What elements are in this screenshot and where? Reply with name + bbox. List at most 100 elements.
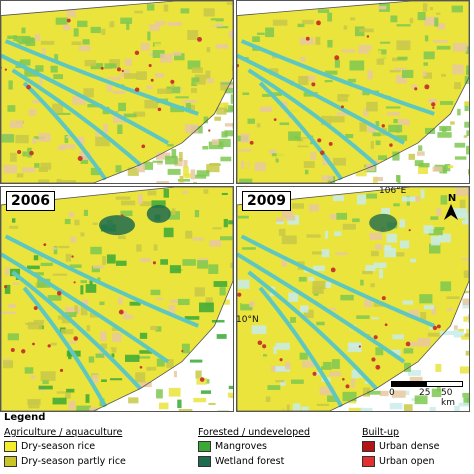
land-cover-patch: [275, 274, 289, 281]
land-cover-patch: [436, 45, 451, 50]
land-cover-patch: [80, 285, 84, 295]
legend: Legend Agriculture / aquaculture Dry-sea…: [0, 412, 474, 474]
urban-dot: [197, 36, 202, 42]
urban-dot: [328, 141, 333, 146]
urban-dot: [17, 149, 22, 154]
land-cover-patch: [334, 59, 340, 68]
land-cover-patch: [225, 247, 233, 253]
map-canvas: [237, 187, 469, 411]
land-cover-patch: [433, 40, 449, 43]
land-cover-patch: [166, 86, 181, 94]
land-cover-patch: [156, 297, 163, 301]
land-cover-patch: [402, 300, 414, 305]
land-cover-patch: [362, 270, 373, 275]
land-cover-patch: [327, 39, 333, 48]
land-cover-patch: [358, 374, 365, 378]
land-cover-patch: [377, 50, 382, 59]
urban-dot: [208, 129, 211, 132]
land-cover-patch: [191, 88, 197, 93]
land-cover-patch: [401, 196, 416, 202]
land-cover-patch: [259, 106, 272, 112]
legend-label: Urban open: [379, 456, 435, 467]
land-cover-patch: [464, 121, 469, 128]
land-cover-patch: [348, 325, 358, 334]
land-cover-patch: [110, 347, 117, 353]
land-cover-patch: [176, 27, 181, 37]
land-cover-patch: [63, 24, 71, 31]
land-cover-patch: [168, 305, 176, 315]
land-cover-patch: [122, 44, 127, 53]
urban-dot: [237, 292, 242, 297]
land-cover-patch: [435, 363, 442, 372]
land-cover-patch: [453, 208, 468, 218]
land-cover-patch: [20, 246, 27, 250]
land-cover-patch: [275, 217, 284, 222]
legend-label: Dry-season rice: [21, 441, 96, 452]
land-cover-patch: [47, 295, 62, 301]
land-cover-patch: [409, 376, 423, 383]
land-cover-patch: [106, 76, 121, 81]
urban-dot: [312, 371, 317, 376]
land-cover-patch: [268, 387, 284, 395]
land-cover-patch: [90, 26, 101, 34]
land-cover-patch: [120, 17, 133, 24]
land-cover-patch: [463, 290, 469, 294]
land-cover-patch: [464, 231, 469, 235]
land-cover-patch: [56, 178, 62, 183]
land-cover-patch: [371, 317, 379, 320]
land-cover-patch: [315, 36, 321, 45]
urban-dot: [405, 341, 411, 347]
land-cover-patch: [66, 135, 71, 139]
land-cover-patch: [364, 299, 373, 308]
land-cover-patch: [179, 175, 184, 183]
land-cover-patch: [436, 207, 442, 217]
land-cover-patch: [143, 162, 154, 170]
land-cover-patch: [439, 101, 454, 105]
land-cover-patch: [140, 43, 150, 51]
land-cover-patch: [298, 76, 309, 86]
land-cover-patch: [374, 176, 384, 182]
land-cover-patch: [206, 78, 214, 84]
land-cover-patch: [89, 312, 99, 318]
land-cover-patch: [339, 166, 348, 170]
urban-dot: [150, 78, 154, 82]
land-cover-patch: [208, 402, 216, 405]
urban-dot: [71, 255, 74, 258]
land-cover-patch: [335, 252, 348, 256]
land-cover-patch: [191, 82, 197, 87]
land-cover-patch: [414, 395, 428, 405]
land-cover-patch: [218, 138, 231, 148]
legend-group-forested: Forested / undeveloped: [198, 427, 311, 438]
land-cover-patch: [205, 70, 211, 80]
land-cover-patch: [454, 405, 460, 411]
land-cover-patch: [191, 77, 200, 83]
land-cover-patch: [466, 328, 469, 336]
land-cover-patch: [393, 203, 400, 207]
land-cover-patch: [316, 403, 330, 407]
land-cover-patch: [350, 17, 356, 21]
land-cover-patch: [302, 219, 312, 222]
land-cover-patch: [172, 51, 182, 56]
land-cover-patch: [367, 70, 373, 80]
land-cover-patch: [377, 49, 387, 60]
land-cover-patch: [163, 227, 174, 238]
map-panel-2009: 2009 106°E 10°N N 0 25 50 km: [236, 186, 470, 412]
land-cover-patch: [305, 254, 319, 260]
land-cover-patch: [429, 243, 441, 254]
land-cover-patch: [461, 258, 469, 261]
land-cover-patch: [247, 118, 256, 124]
land-cover-patch: [190, 169, 196, 180]
land-cover-patch: [374, 244, 383, 250]
land-cover-patch: [118, 235, 126, 240]
land-cover-patch: [167, 142, 174, 147]
lat-tick-mark: -: [1, 63, 2, 73]
land-cover-patch: [216, 26, 229, 29]
land-cover-patch: [427, 98, 436, 102]
land-cover-patch: [210, 18, 224, 22]
land-cover-patch: [403, 348, 414, 354]
land-cover-patch: [22, 324, 27, 329]
land-cover-patch: [220, 156, 232, 162]
land-cover-patch: [78, 252, 82, 256]
land-cover-patch: [417, 337, 431, 347]
urban-dot: [432, 106, 435, 110]
